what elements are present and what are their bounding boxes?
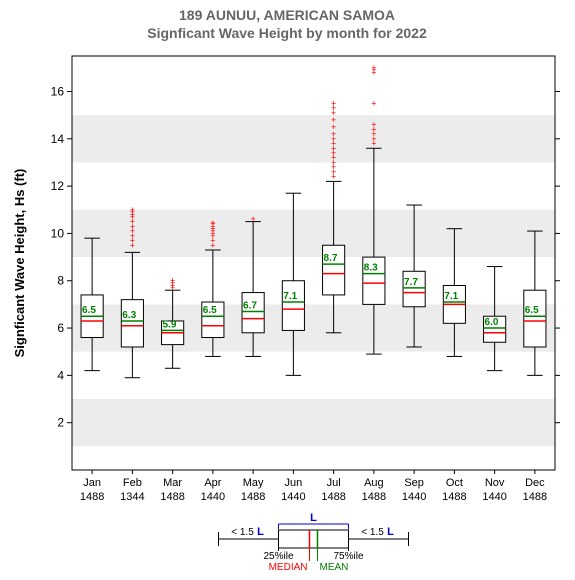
month-count: 1488 bbox=[442, 491, 466, 503]
outlier: + bbox=[130, 205, 135, 215]
month-count: 1488 bbox=[160, 491, 184, 503]
month-label: Dec bbox=[525, 477, 545, 489]
plot-band bbox=[72, 115, 555, 162]
month-label: Sep bbox=[404, 477, 424, 489]
ytick-label: 10 bbox=[51, 226, 65, 240]
chart-title-1: 189 AUNUU, AMERICAN SAMOA bbox=[179, 7, 395, 23]
legend-L-label: L bbox=[310, 512, 317, 524]
box bbox=[282, 281, 304, 331]
month-count: 1440 bbox=[482, 491, 506, 503]
month-count: 1488 bbox=[321, 491, 345, 503]
month-count: 1440 bbox=[281, 491, 305, 503]
mean-label: 7.1 bbox=[444, 291, 458, 302]
month-label: Jul bbox=[327, 477, 341, 489]
month-label: Nov bbox=[485, 477, 505, 489]
legend-p25: 25%ile bbox=[263, 551, 293, 562]
ytick-label: 2 bbox=[57, 416, 64, 430]
legend-p75: 75%ile bbox=[333, 551, 363, 562]
legend-box bbox=[279, 530, 349, 548]
month-label: Jun bbox=[285, 477, 303, 489]
outlier: + bbox=[371, 98, 376, 108]
mean-label: 6.0 bbox=[485, 317, 499, 328]
outlier: + bbox=[170, 276, 175, 286]
mean-label: 7.7 bbox=[404, 277, 418, 288]
mean-label: 6.5 bbox=[525, 305, 539, 316]
box bbox=[242, 293, 264, 333]
month-count: 1488 bbox=[241, 491, 265, 503]
month-label: Feb bbox=[123, 477, 142, 489]
legend-median-label: MEDIAN bbox=[269, 562, 308, 573]
legend-lt15L-right: < 1.5 bbox=[361, 527, 384, 538]
box bbox=[524, 290, 546, 347]
mean-label: 7.1 bbox=[283, 291, 297, 302]
ytick-label: 16 bbox=[51, 84, 65, 98]
chart-container: { "title_line1": "189 AUNUU, AMERICAN SA… bbox=[0, 0, 575, 580]
outlier: + bbox=[250, 214, 255, 224]
ytick-label: 4 bbox=[57, 368, 64, 382]
y-axis-label: Signficant Wave Height, Hs (ft) bbox=[12, 169, 27, 358]
mean-label: 6.5 bbox=[203, 305, 217, 316]
plot-band bbox=[72, 210, 555, 257]
plot-band bbox=[72, 304, 555, 351]
month-count: 1488 bbox=[362, 491, 386, 503]
month-count: 1488 bbox=[80, 491, 104, 503]
month-label: May bbox=[243, 477, 264, 489]
mean-label: 5.9 bbox=[163, 319, 177, 330]
outlier: + bbox=[371, 63, 376, 73]
legend-lt15L-left: < 1.5 bbox=[231, 527, 254, 538]
month-count: 1440 bbox=[201, 491, 225, 503]
legend-lt15L-left-L: L bbox=[257, 526, 264, 538]
outlier: + bbox=[371, 120, 376, 130]
month-label: Oct bbox=[446, 477, 463, 489]
month-label: Jan bbox=[83, 477, 101, 489]
box bbox=[121, 300, 143, 347]
mean-label: 8.7 bbox=[324, 253, 338, 264]
outlier: + bbox=[331, 98, 336, 108]
month-count: 1488 bbox=[523, 491, 547, 503]
legend-mean-label: MEAN bbox=[320, 562, 349, 573]
mean-label: 6.7 bbox=[243, 300, 257, 311]
plot-band bbox=[72, 399, 555, 446]
legend-lt15L-right-L: L bbox=[387, 526, 394, 538]
outlier: + bbox=[210, 218, 215, 228]
chart-title-2: Signficant Wave Height by month for 2022 bbox=[147, 25, 427, 41]
ytick-label: 14 bbox=[51, 132, 65, 146]
mean-label: 6.5 bbox=[82, 305, 96, 316]
mean-label: 8.3 bbox=[364, 263, 378, 274]
ytick-label: 8 bbox=[57, 274, 64, 288]
month-count: 1344 bbox=[120, 491, 144, 503]
boxplot-chart: 2 4 6 8 10 12 14 16 189 AUNUU, AMERICAN SAMOA Sig… bbox=[0, 0, 575, 580]
month-label: Mar bbox=[163, 477, 182, 489]
ytick-label: 12 bbox=[51, 179, 65, 193]
month-label: Aug bbox=[364, 477, 384, 489]
ytick-label: 6 bbox=[57, 321, 64, 335]
month-label: Apr bbox=[204, 477, 221, 489]
mean-label: 6.3 bbox=[122, 310, 136, 321]
month-count: 1440 bbox=[402, 491, 426, 503]
